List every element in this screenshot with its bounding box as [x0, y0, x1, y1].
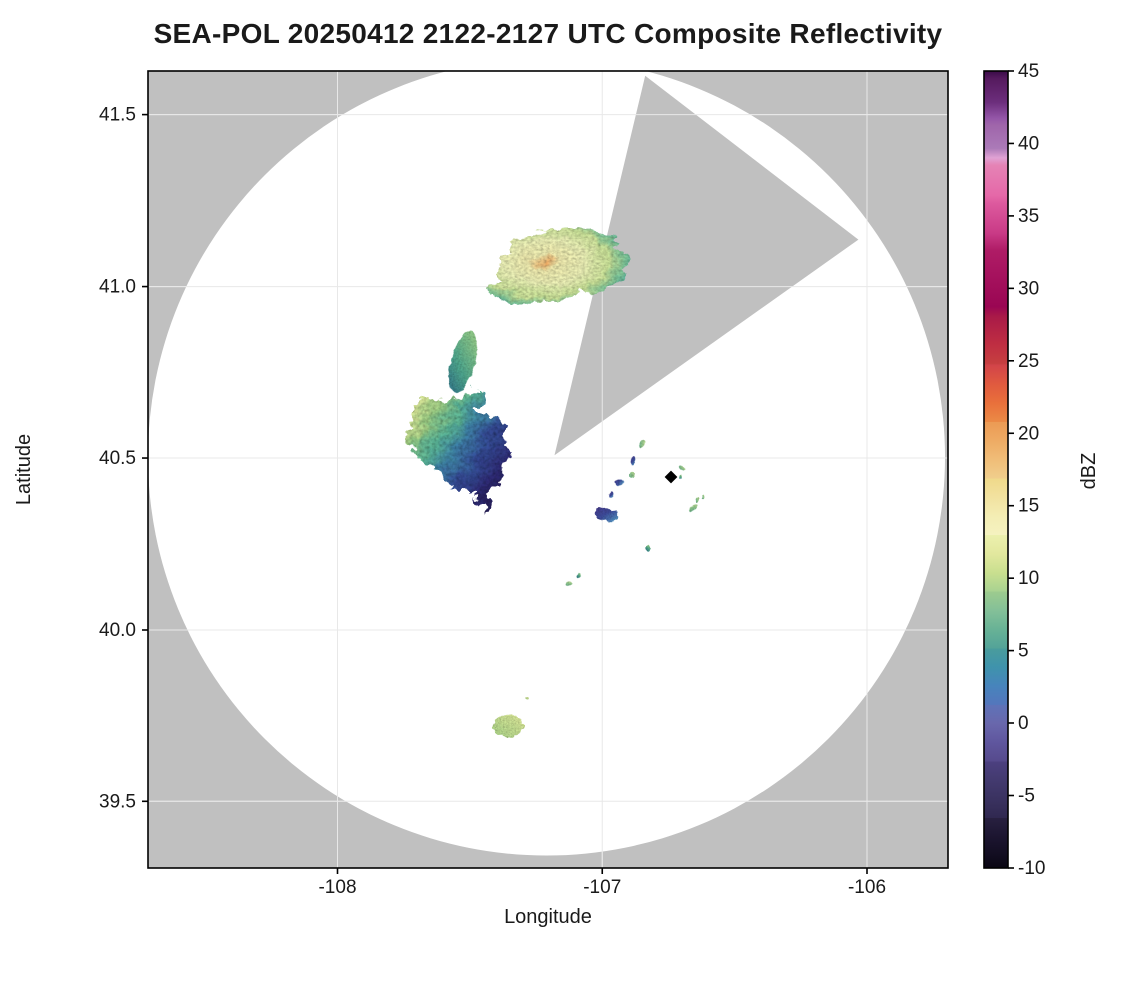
svg-text:41.5: 41.5	[99, 105, 136, 126]
svg-text:-106: -106	[848, 877, 886, 898]
svg-text:20: 20	[1018, 423, 1039, 444]
svg-text:0: 0	[1018, 713, 1029, 734]
svg-text:-107: -107	[583, 877, 621, 898]
svg-text:35: 35	[1018, 206, 1039, 227]
svg-text:-5: -5	[1018, 786, 1035, 807]
svg-text:-10: -10	[1018, 858, 1045, 879]
svg-text:40.0: 40.0	[99, 620, 136, 641]
svg-text:25: 25	[1018, 351, 1039, 372]
svg-text:Latitude: Latitude	[13, 434, 35, 505]
svg-text:Longitude: Longitude	[504, 906, 592, 928]
svg-text:-108: -108	[318, 877, 356, 898]
svg-text:39.5: 39.5	[99, 791, 136, 812]
svg-text:40: 40	[1018, 133, 1039, 154]
svg-text:5: 5	[1018, 641, 1029, 662]
svg-text:15: 15	[1018, 496, 1039, 517]
svg-text:30: 30	[1018, 278, 1039, 299]
svg-text:dBZ: dBZ	[1078, 453, 1100, 490]
svg-text:45: 45	[1018, 61, 1039, 82]
svg-text:40.5: 40.5	[99, 448, 136, 469]
svg-text:41.0: 41.0	[99, 277, 136, 298]
svg-text:10: 10	[1018, 568, 1039, 589]
